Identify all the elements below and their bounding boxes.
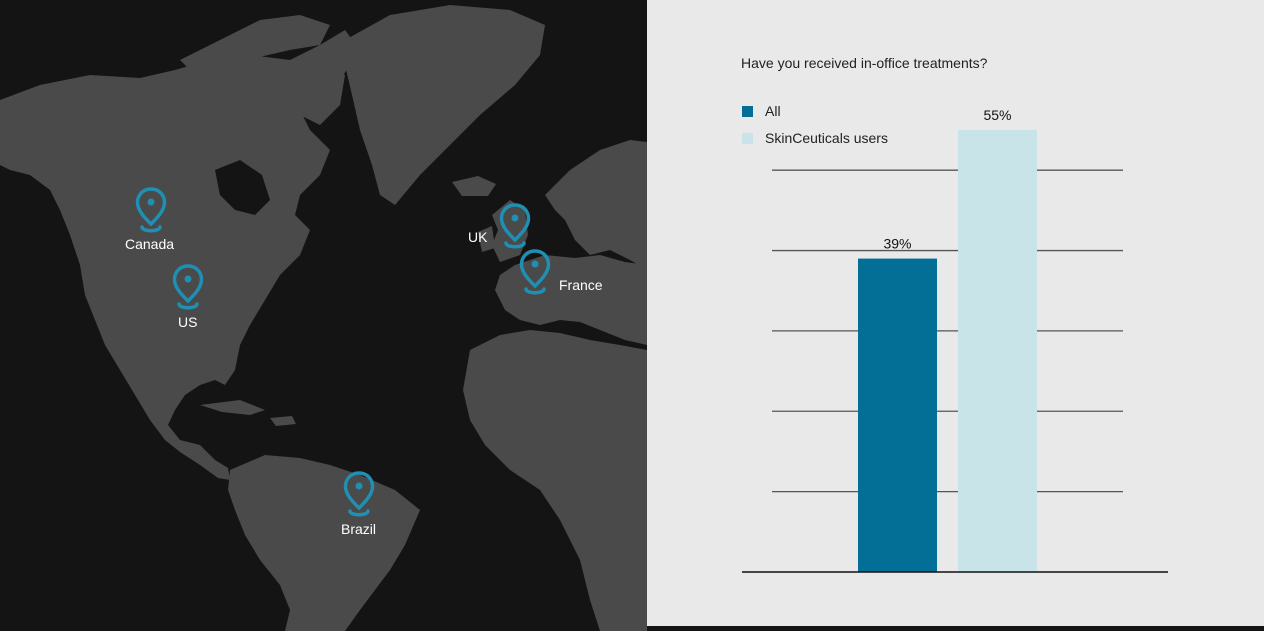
map-marker-brazil[interactable] [342,470,376,520]
legend-swatch-all [742,106,753,117]
bar-all [858,258,937,572]
map-marker-canada[interactable] [134,186,168,236]
world-map: Canada US UK France Brazil [0,5,647,631]
marker-label-uk: UK [468,229,488,245]
chart-title: Have you received in-office treatments? [741,55,988,71]
north-america-landmass [0,30,360,480]
legend-swatch-skinceuticals-users [742,133,753,144]
baffin-island [288,60,345,125]
legend-item-all: All [742,103,781,119]
chart-panel: Have you received in-office treatments? … [647,0,1264,626]
world-map-landmass [0,5,647,631]
legend-label-skinceuticals-users: SkinCeuticals users [765,130,888,146]
greenland-landmass [345,5,545,205]
bar-chart: 39% 55% [742,107,1168,573]
data-label-skinceuticals-users: 55% [983,107,1011,123]
arctic-islands [180,15,330,75]
map-marker-uk[interactable] [498,202,532,252]
map-marker-france[interactable] [518,248,552,298]
africa-landmass [463,330,647,631]
ireland-landmass [478,226,495,252]
scandinavia-landmass [545,140,647,270]
continental-europe-landmass [495,255,647,345]
map-pin-icon [519,249,551,295]
bottom-border [647,626,1264,631]
map-pin-icon [172,264,204,310]
hudson-bay [215,160,270,215]
map-pin-icon [135,187,167,233]
data-label-all: 39% [883,236,911,252]
map-pin-icon [499,203,531,249]
map-marker-us[interactable] [171,263,205,313]
bar-skinceuticals-users [958,130,1037,572]
marker-label-france: France [559,277,603,293]
legend-item-skinceuticals-users: SkinCeuticals users [742,130,888,146]
marker-label-us: US [178,314,198,330]
legend-label-all: All [765,103,781,119]
marker-label-canada: Canada [125,236,175,252]
south-america-landmass [228,455,420,631]
map-pin-icon [343,471,375,517]
marker-label-brazil: Brazil [341,521,377,537]
iceland-landmass [452,176,496,196]
caribbean-islands [200,400,265,415]
caribbean-island-small [270,416,296,426]
